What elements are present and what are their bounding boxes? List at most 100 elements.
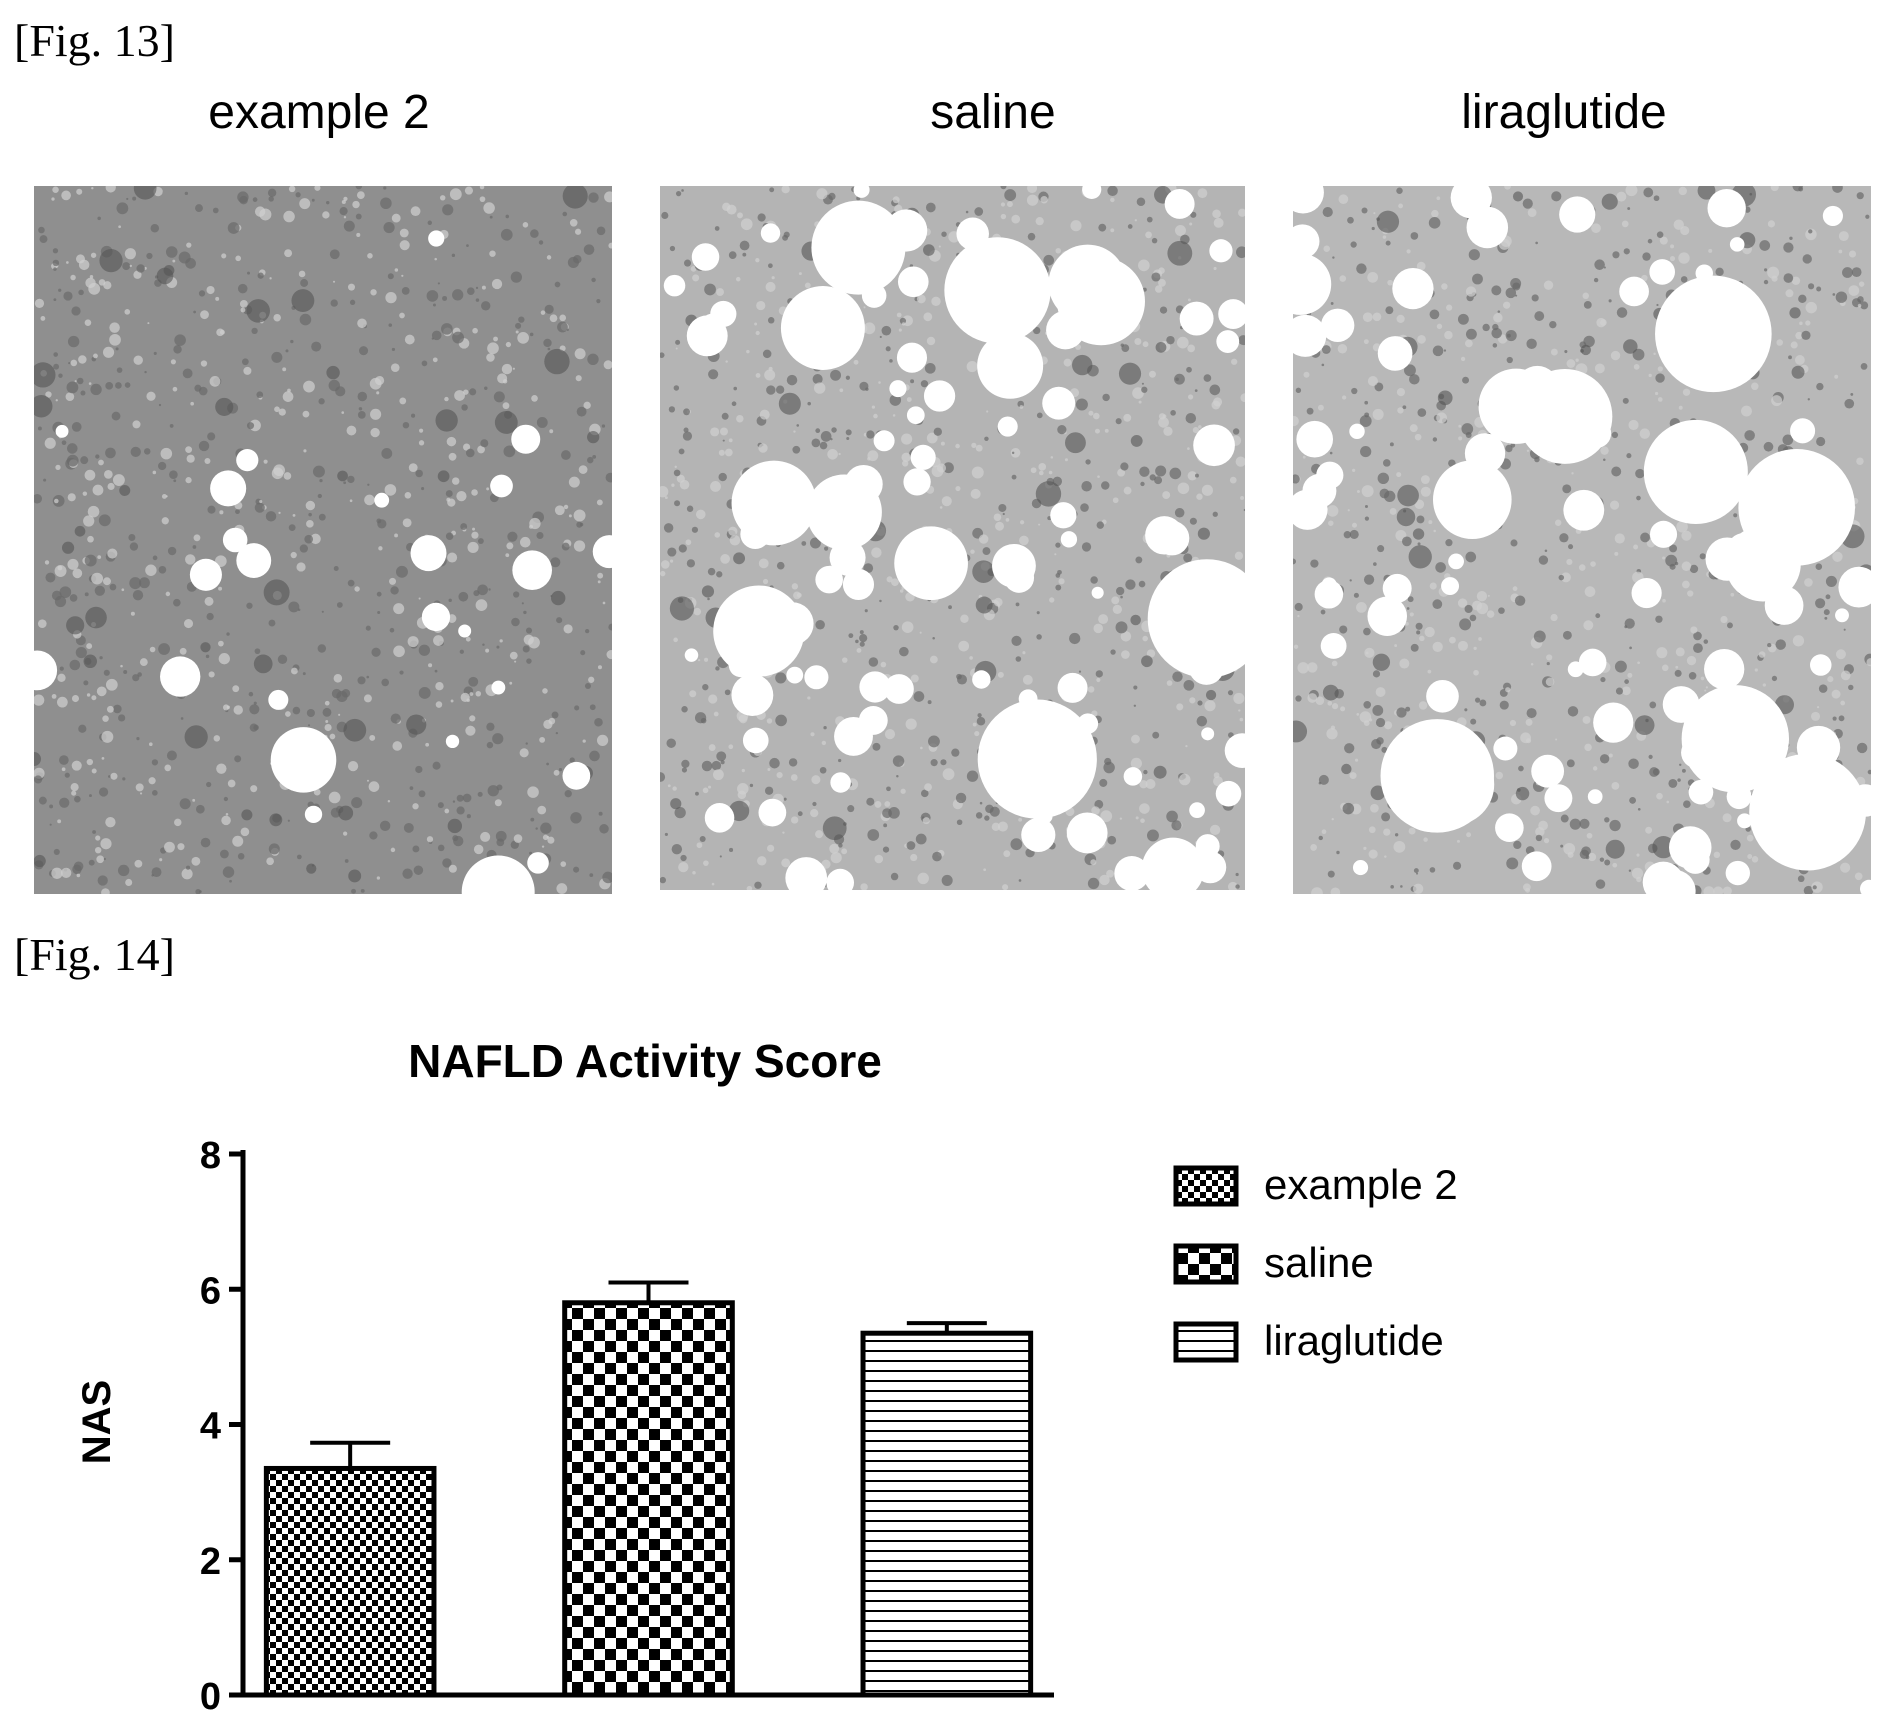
lipid-droplet	[34, 650, 58, 691]
tissue-speckle	[681, 706, 688, 713]
tissue-speckle	[1139, 466, 1150, 477]
lipid-droplet	[1680, 845, 1710, 874]
tissue-speckle	[589, 704, 596, 711]
tissue-speckle	[198, 440, 210, 452]
lipid-droplet	[906, 406, 925, 425]
tissue-speckle	[1090, 859, 1097, 866]
tissue-speckle	[52, 259, 60, 267]
nucleus	[263, 579, 290, 606]
tissue-speckle	[410, 206, 421, 217]
tissue-speckle	[1154, 285, 1163, 293]
tissue-speckle	[1578, 564, 1586, 571]
tissue-speckle	[816, 188, 828, 200]
tissue-speckle	[899, 317, 907, 325]
tissue-speckle	[971, 442, 977, 449]
tissue-speckle	[1155, 465, 1167, 477]
tissue-speckle	[1414, 499, 1425, 510]
tissue-speckle	[1656, 231, 1664, 238]
nucleus	[74, 525, 86, 537]
tissue-speckle	[576, 521, 583, 528]
tissue-speckle	[536, 531, 544, 540]
tissue-speckle	[764, 786, 774, 795]
tissue-speckle	[693, 607, 702, 616]
lipid-droplet	[995, 274, 1016, 294]
tissue-speckle	[437, 844, 445, 852]
tissue-speckle	[807, 401, 811, 406]
tissue-speckle	[569, 757, 575, 763]
nucleus	[1652, 835, 1675, 859]
lipid-droplet	[770, 602, 814, 645]
tissue-speckle	[1354, 758, 1359, 762]
tissue-speckle	[1027, 186, 1038, 194]
tissue-speckle	[1848, 250, 1857, 258]
nucleus	[1341, 763, 1352, 775]
tissue-speckle	[1166, 335, 1175, 345]
tissue-speckle	[352, 200, 360, 209]
tissue-speckle	[983, 868, 987, 872]
tissue-speckle	[702, 787, 709, 794]
lipid-droplet	[1380, 719, 1495, 833]
tissue-speckle	[901, 621, 914, 634]
tissue-speckle	[267, 188, 277, 198]
tissue-speckle	[749, 783, 754, 788]
tissue-speckle	[486, 487, 490, 491]
tissue-speckle	[88, 859, 95, 866]
tissue-speckle	[1198, 425, 1202, 429]
lipid-droplet	[1707, 189, 1746, 228]
tissue-speckle	[584, 683, 591, 690]
tissue-speckle	[158, 461, 167, 471]
tissue-speckle	[1805, 228, 1817, 241]
nucleus	[1412, 528, 1425, 540]
tissue-speckle	[588, 192, 599, 203]
tissue-speckle	[819, 441, 828, 450]
tissue-speckle	[288, 601, 300, 613]
tissue-speckle	[185, 477, 192, 484]
tissue-speckle	[1452, 861, 1462, 870]
tissue-speckle	[288, 186, 296, 193]
tissue-speckle	[995, 521, 1005, 531]
tissue-speckle	[466, 698, 470, 703]
tissue-speckle	[1373, 562, 1377, 566]
tissue-speckle	[1515, 294, 1518, 297]
tissue-speckle	[469, 388, 477, 396]
tissue-speckle	[94, 846, 102, 854]
tissue-speckle	[966, 361, 978, 373]
tissue-speckle	[932, 636, 935, 640]
tissue-speckle	[88, 382, 92, 385]
tissue-speckle	[1196, 493, 1203, 500]
tissue-speckle	[1187, 471, 1198, 481]
tissue-speckle	[296, 562, 306, 572]
lipid-droplet	[1091, 586, 1104, 599]
tissue-speckle	[1632, 348, 1645, 361]
tissue-speckle	[1213, 266, 1217, 271]
tissue-speckle	[695, 791, 699, 796]
tissue-speckle	[1326, 728, 1338, 740]
tissue-speckle	[860, 883, 868, 890]
lipid-droplet	[1849, 784, 1871, 817]
tissue-speckle	[480, 831, 491, 842]
nucleus	[587, 430, 600, 444]
tissue-speckle	[1544, 549, 1548, 553]
tissue-speckle	[305, 500, 316, 511]
tissue-speckle	[458, 591, 469, 602]
tissue-speckle	[371, 647, 381, 657]
tissue-speckle	[1628, 869, 1632, 872]
lipid-droplet	[1567, 661, 1584, 678]
tissue-speckle	[1019, 535, 1029, 546]
tissue-speckle	[1604, 859, 1611, 866]
tissue-speckle	[1374, 382, 1384, 392]
tissue-speckle	[97, 216, 101, 221]
tissue-speckle	[399, 240, 410, 251]
tissue-speckle	[1123, 486, 1132, 495]
tissue-speckle	[426, 290, 439, 302]
tissue-speckle	[767, 317, 775, 324]
tissue-speckle	[1648, 373, 1652, 378]
tissue-speckle	[1730, 839, 1741, 851]
tissue-speckle	[1637, 661, 1640, 665]
tissue-speckle	[391, 213, 401, 223]
tissue-speckle	[1363, 574, 1375, 585]
lipid-droplet	[592, 535, 612, 569]
tissue-speckle	[771, 276, 775, 280]
tissue-speckle	[672, 786, 677, 791]
tissue-speckle	[793, 430, 796, 433]
